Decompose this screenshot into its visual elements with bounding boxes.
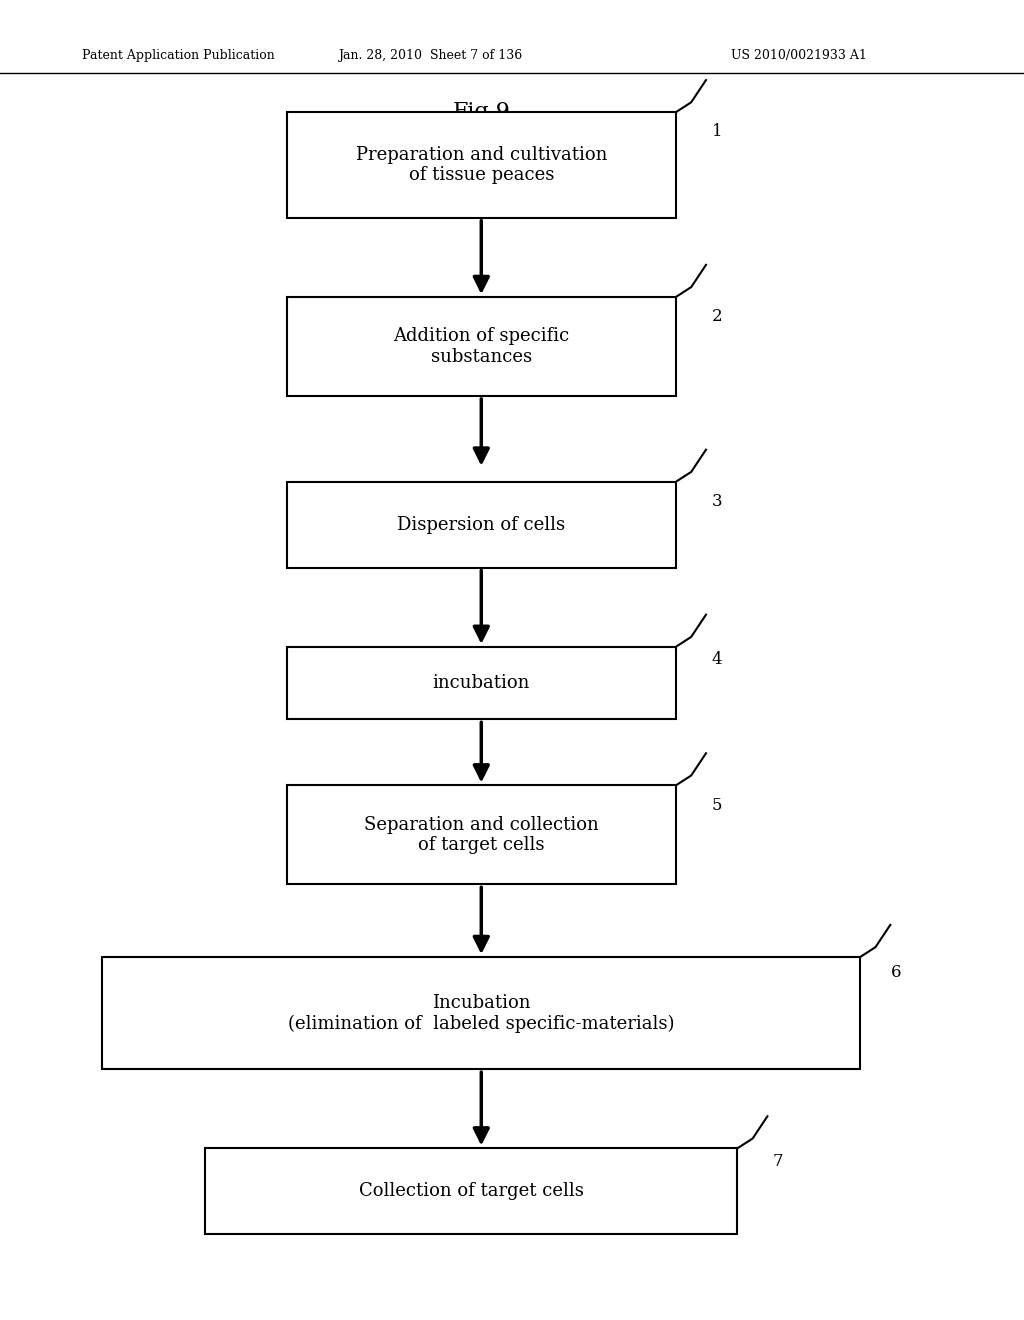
Text: Collection of target cells: Collection of target cells: [358, 1183, 584, 1200]
FancyBboxPatch shape: [287, 647, 676, 719]
Text: 2: 2: [712, 309, 722, 325]
Text: incubation: incubation: [432, 675, 530, 692]
Text: 1: 1: [712, 124, 722, 140]
Text: US 2010/0021933 A1: US 2010/0021933 A1: [731, 49, 866, 62]
Text: Incubation
(elimination of  labeled specific-materials): Incubation (elimination of labeled speci…: [288, 994, 675, 1032]
Text: 7: 7: [773, 1154, 783, 1170]
Text: Preparation and cultivation
of tissue peaces: Preparation and cultivation of tissue pe…: [355, 145, 607, 185]
Text: 4: 4: [712, 652, 722, 668]
Text: Dispersion of cells: Dispersion of cells: [397, 516, 565, 533]
FancyBboxPatch shape: [287, 297, 676, 396]
FancyBboxPatch shape: [287, 482, 676, 568]
FancyBboxPatch shape: [205, 1148, 737, 1234]
FancyBboxPatch shape: [287, 112, 676, 218]
Text: 6: 6: [891, 965, 901, 981]
Text: Patent Application Publication: Patent Application Publication: [82, 49, 274, 62]
Text: Jan. 28, 2010  Sheet 7 of 136: Jan. 28, 2010 Sheet 7 of 136: [338, 49, 522, 62]
Text: 5: 5: [712, 797, 722, 813]
Text: Separation and collection
of target cells: Separation and collection of target cell…: [364, 816, 599, 854]
Text: 3: 3: [712, 494, 722, 510]
Text: Fig.9: Fig.9: [453, 102, 510, 123]
FancyBboxPatch shape: [287, 785, 676, 884]
FancyBboxPatch shape: [102, 957, 860, 1069]
Text: Addition of specific
substances: Addition of specific substances: [393, 327, 569, 366]
